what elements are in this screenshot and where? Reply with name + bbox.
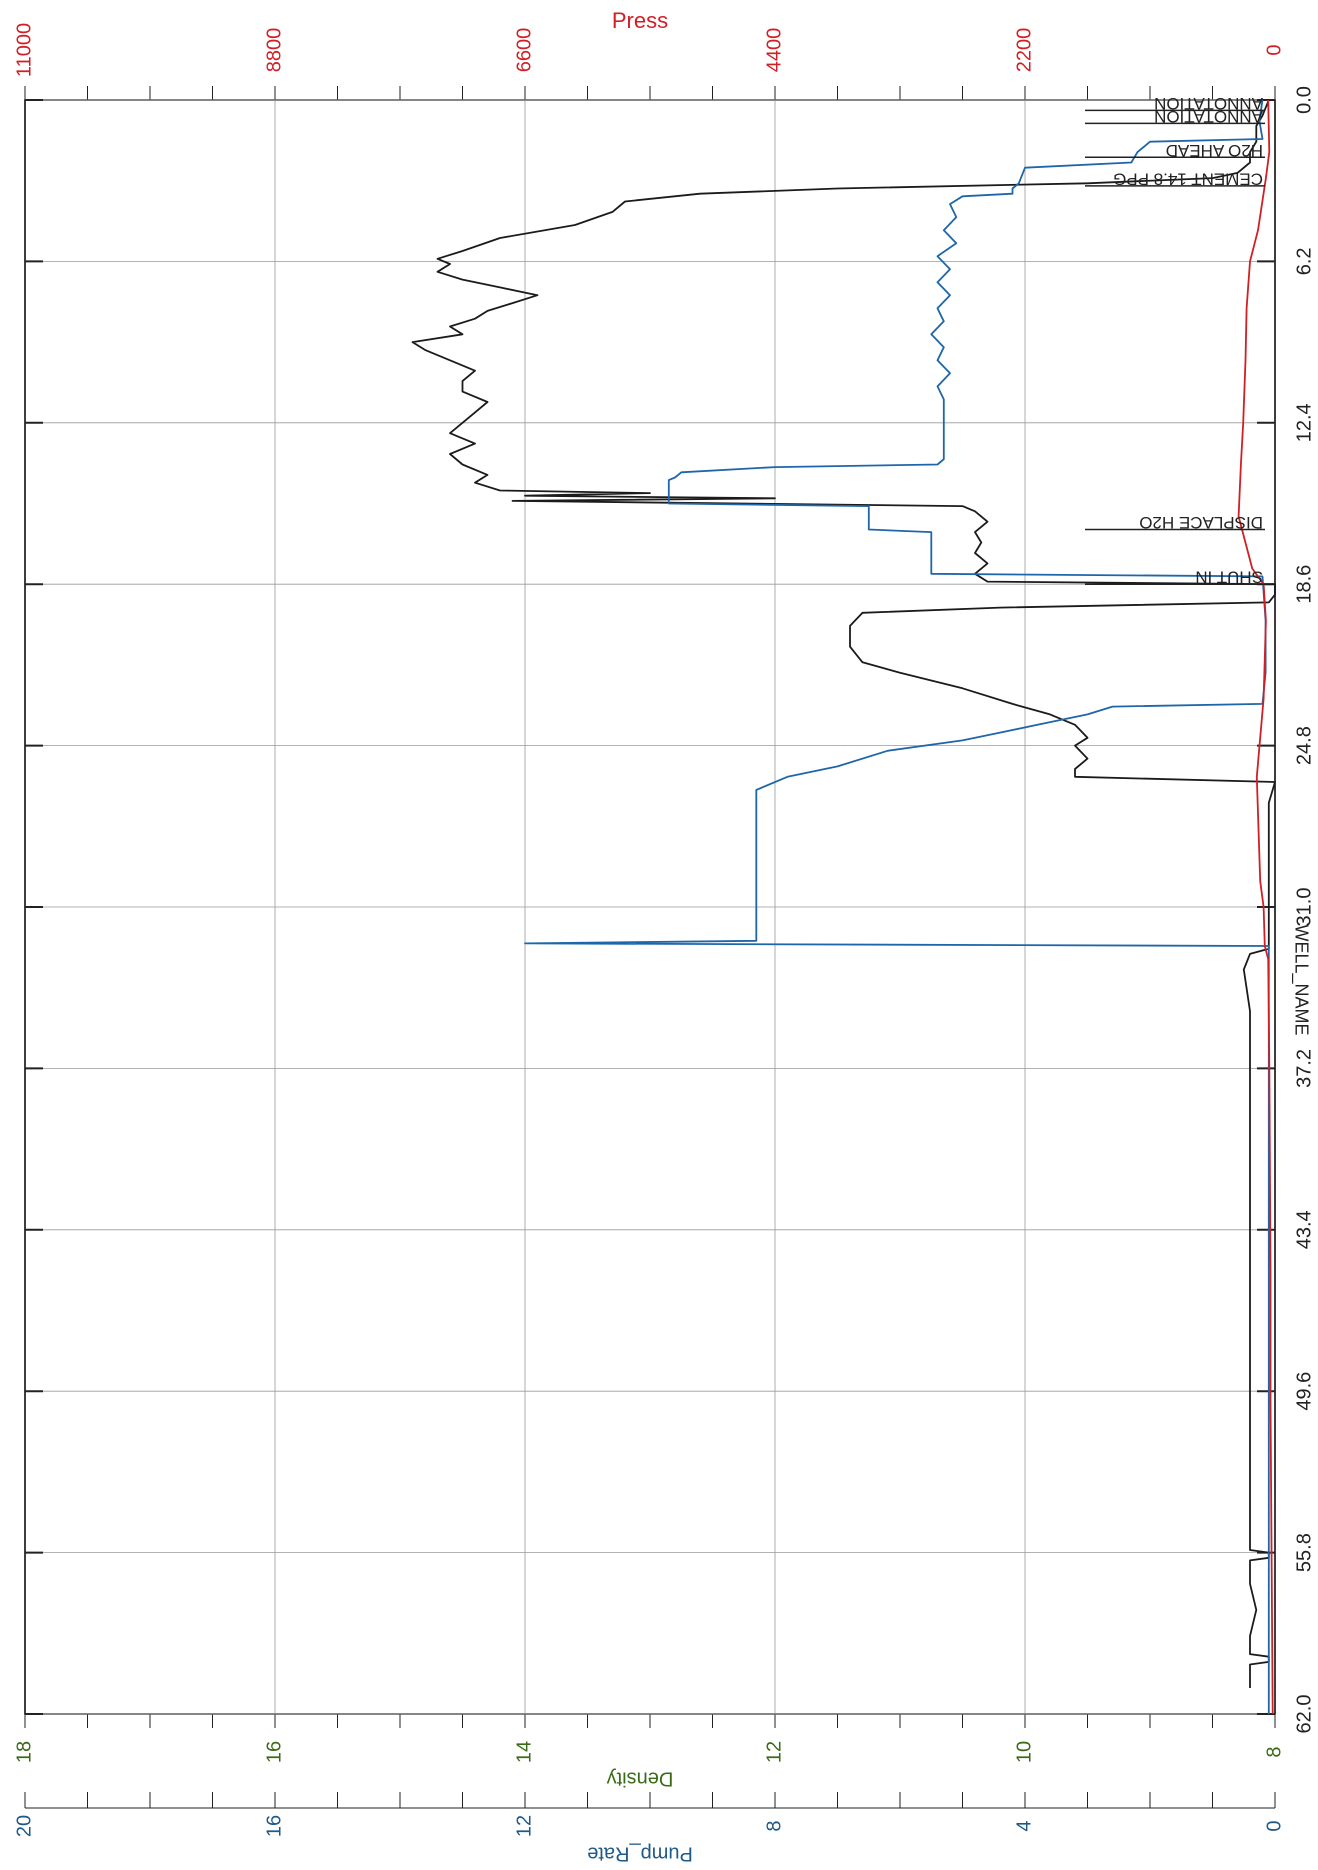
time-tick-label: 31.0	[1293, 888, 1315, 927]
pump-rate-tick-label: 0	[1263, 1820, 1285, 1831]
pump-rate-axis-title: Pump_Rate	[587, 1843, 693, 1865]
time-tick-label: 55.8	[1293, 1533, 1315, 1572]
annotation-label: ANNOTATION	[1154, 107, 1263, 126]
annotation-label: CEMENT 14.8 PPG	[1113, 169, 1263, 188]
density-tick-label: 18	[13, 1741, 35, 1763]
time-tick-label: 0.0	[1293, 86, 1315, 114]
time-tick-label: 37.2	[1293, 1049, 1315, 1088]
density-tick-label: 10	[1013, 1741, 1035, 1763]
density-tick-label: 16	[263, 1741, 285, 1763]
time-tick-label: 62.0	[1293, 1695, 1315, 1734]
density-tick-label: 14	[513, 1741, 535, 1763]
annotation-label: DISPLACE H2O	[1139, 513, 1263, 532]
series-line-pump_rate	[524, 99, 1270, 1714]
pump-rate-tick-label: 4	[1013, 1820, 1035, 1831]
annotation-label: H2O AHEAD	[1166, 141, 1263, 160]
annotation-label: ANNOTATION	[1154, 94, 1263, 113]
series-line-press	[1237, 99, 1274, 1715]
pump-rate-tick-label: 12	[513, 1815, 535, 1837]
time-tick-label: 43.4	[1293, 1210, 1315, 1249]
press-tick-label: 0	[1263, 44, 1285, 55]
time-tick-label: 24.8	[1293, 726, 1315, 765]
press-tick-label: 4400	[763, 28, 785, 73]
press-tick-label: 6600	[513, 28, 535, 73]
pump-rate-tick-label: 20	[13, 1815, 35, 1837]
series-line-density	[411, 99, 1276, 1688]
density-axis-title: Density	[607, 1768, 674, 1790]
density-tick-label: 8	[1263, 1746, 1285, 1757]
press-tick-label: 8800	[263, 28, 285, 73]
press-tick-label: 11000	[13, 23, 35, 77]
annotation-label: SHUT IN	[1195, 568, 1263, 587]
time-tick-label: 6.2	[1293, 247, 1315, 275]
press-axis-title: Press	[612, 8, 668, 33]
time-tick-label: 18.6	[1293, 565, 1315, 604]
chart-title: WELL_NAME	[1290, 924, 1311, 1035]
pump-rate-tick-label: 16	[263, 1815, 285, 1837]
density-tick-label: 12	[763, 1741, 785, 1763]
press-tick-label: 2200	[1013, 28, 1035, 73]
time-tick-label: 49.6	[1293, 1372, 1315, 1411]
time-tick-label: 12.4	[1293, 403, 1315, 442]
pump-rate-tick-label: 8	[763, 1820, 785, 1831]
